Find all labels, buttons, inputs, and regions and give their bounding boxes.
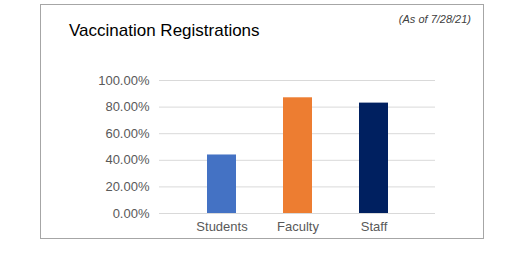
svg-text:100.00%: 100.00% xyxy=(98,73,150,88)
svg-text:40.00%: 40.00% xyxy=(105,152,150,167)
svg-text:Faculty: Faculty xyxy=(277,219,319,234)
svg-text:80.00%: 80.00% xyxy=(105,99,150,114)
svg-text:20.00%: 20.00% xyxy=(105,179,150,194)
svg-text:Students: Students xyxy=(196,219,248,234)
svg-text:0.00%: 0.00% xyxy=(113,206,150,221)
html-text:Vaccination Registrations: Vaccination Registrations xyxy=(69,21,260,40)
html-text:(As of 7/28/21): (As of 7/28/21) xyxy=(398,13,471,25)
svg-text:Staff: Staff xyxy=(361,219,388,234)
svg-text:60.00%: 60.00% xyxy=(105,126,150,141)
